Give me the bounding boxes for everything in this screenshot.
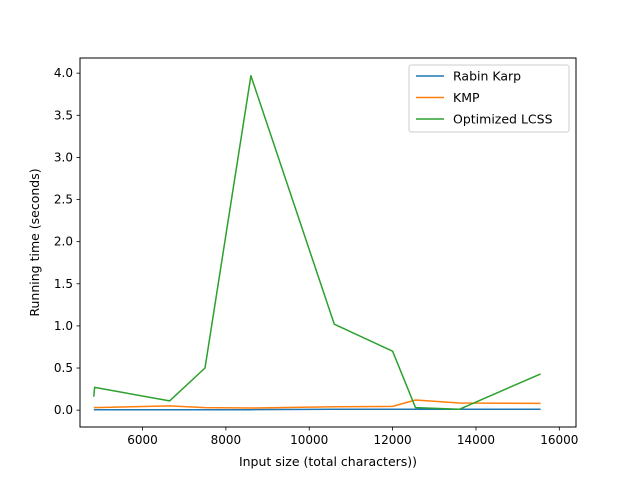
y-tick-label: 2.0 xyxy=(54,235,73,249)
y-axis: 0.0 0.5 1.0 1.5 2.0 2.5 3.0 3.5 4.0 xyxy=(54,66,80,417)
legend: Rabin Karp KMP Optimized LCSS xyxy=(408,64,570,133)
x-tick-label: 12000 xyxy=(374,433,412,447)
y-tick-label: 1.5 xyxy=(54,277,73,291)
series-line-kmp xyxy=(93,399,541,409)
plot-frame xyxy=(79,57,577,428)
y-tick-label: 0.5 xyxy=(54,361,73,375)
x-axis-label: Input size (total characters)) xyxy=(239,454,417,469)
x-axis: 6000 8000 10000 12000 14000 16000 xyxy=(127,427,578,447)
y-tick-label: 2.5 xyxy=(54,193,73,207)
y-tick-label: 3.0 xyxy=(54,150,73,164)
x-tick-label: 10000 xyxy=(290,433,328,447)
x-tick-label: 16000 xyxy=(540,433,578,447)
x-tick-label: 8000 xyxy=(211,433,242,447)
y-tick-label: 1.0 xyxy=(54,319,73,333)
x-tick-label: 14000 xyxy=(457,433,495,447)
legend-label-kmp: KMP xyxy=(453,90,480,105)
legend-box xyxy=(408,64,570,133)
y-tick-label: 0.0 xyxy=(54,403,73,417)
y-axis-label: Running time (seconds) xyxy=(27,168,42,316)
legend-label-rabin-karp: Rabin Karp xyxy=(453,69,521,84)
x-tick-label: 6000 xyxy=(127,433,158,447)
y-tick-label: 4.0 xyxy=(54,66,73,80)
series-line-optimized-lcss xyxy=(93,74,541,411)
legend-label-optimized-lcss: Optimized LCSS xyxy=(453,112,553,127)
y-tick-label: 3.5 xyxy=(54,108,73,122)
plot-area xyxy=(93,74,541,411)
